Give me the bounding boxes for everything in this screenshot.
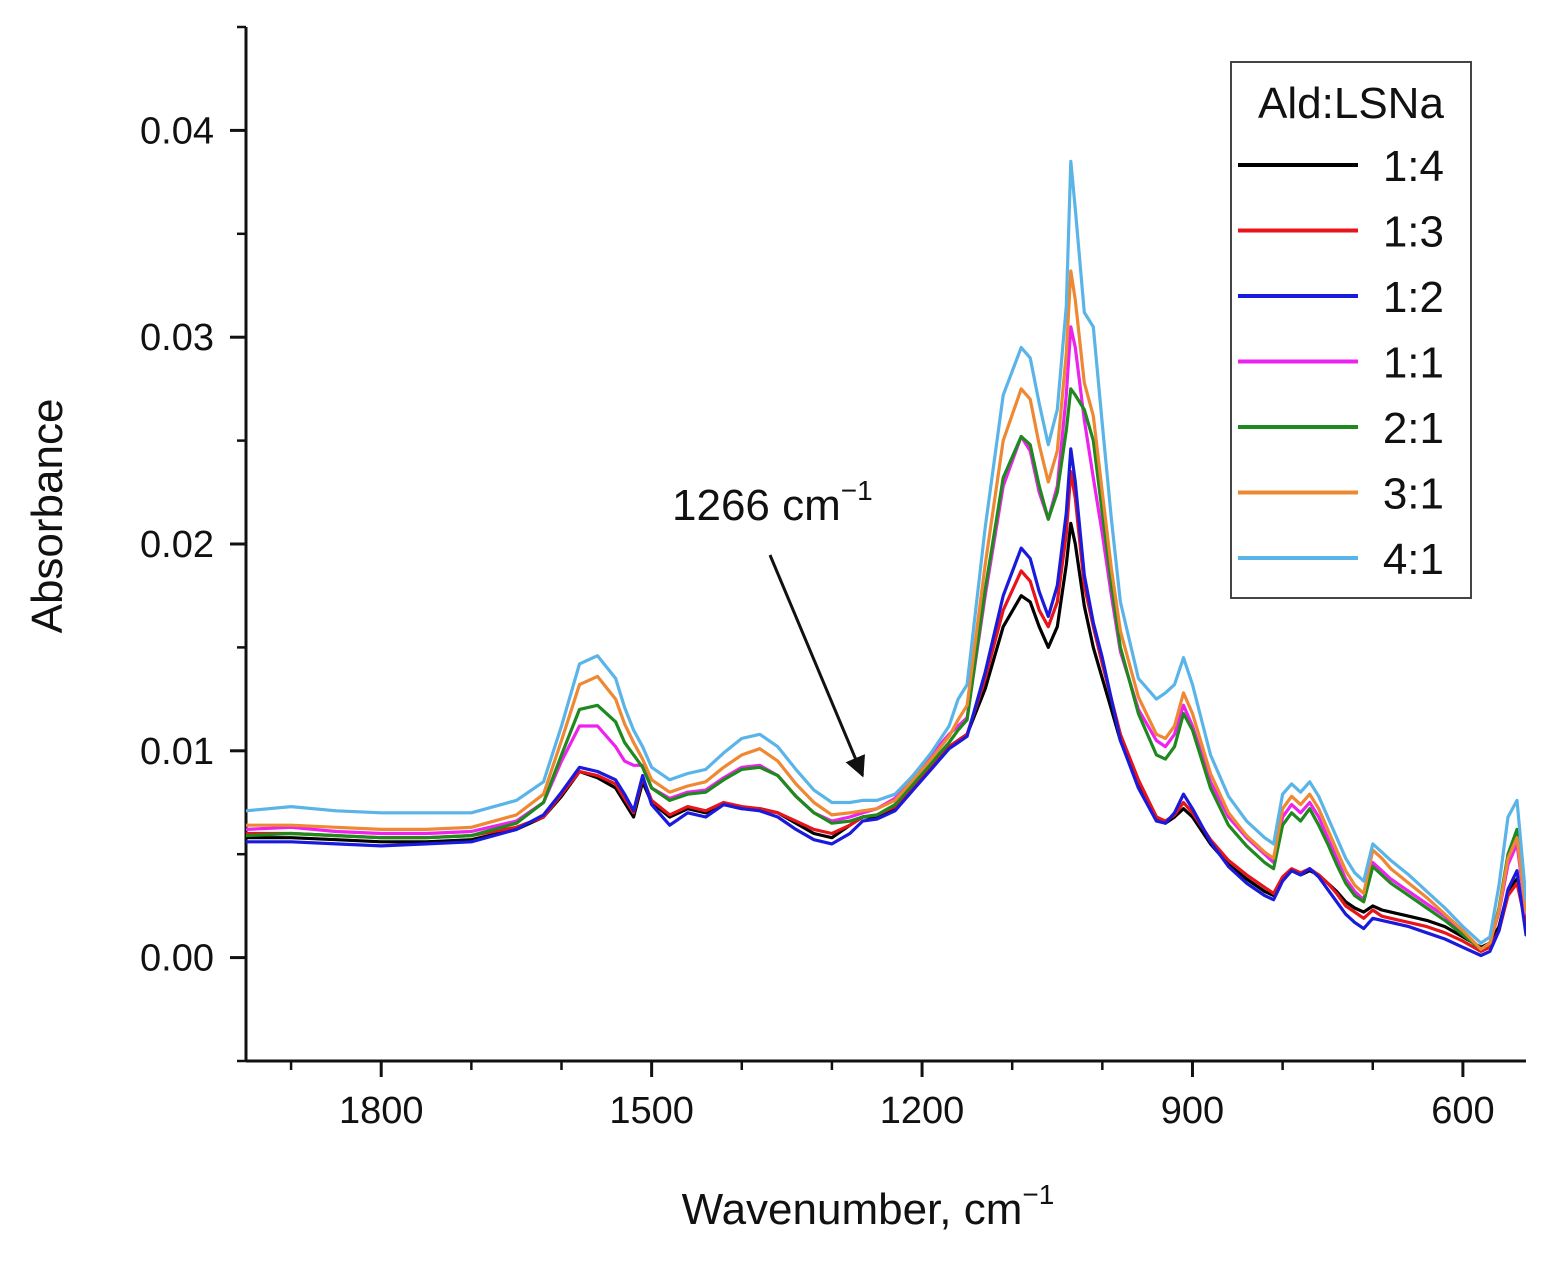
x-tick-label: 1800 <box>339 1090 424 1132</box>
legend-title: Ald:LSNa <box>1258 79 1444 128</box>
annotation-text: 1266 cm <box>672 481 841 530</box>
x-tick-label: 1500 <box>609 1090 694 1132</box>
series-layer <box>246 159 1526 958</box>
legend-label-4-1: 4:1 <box>1383 535 1444 584</box>
x-axis-title-text: Wavenumber, cm <box>682 1185 1023 1234</box>
legend-label-3-1: 3:1 <box>1383 470 1444 519</box>
series-line-3-1 <box>246 269 1526 951</box>
legend-label-1-3: 1:3 <box>1383 208 1444 257</box>
annotation-label: 1266 cm−1 <box>672 475 873 530</box>
annotation-arrow <box>768 554 865 778</box>
y-axis-title: Absorbance <box>23 399 72 634</box>
x-tick-label: 900 <box>1161 1090 1224 1132</box>
legend: Ald:LSNa 1:4 1:3 1:2 1:1 2:1 3:1 4:1 <box>1230 61 1472 599</box>
legend-label-1-2: 1:2 <box>1383 273 1444 322</box>
y-tick-label: 0.04 <box>140 110 214 152</box>
x-tick-label: 1200 <box>880 1090 965 1132</box>
legend-items: 1:4 1:3 1:2 1:1 2:1 3:1 4:1 <box>1238 142 1444 584</box>
annotation: 1266 cm−1 <box>672 475 873 778</box>
y-tick-label: 0.01 <box>140 731 214 773</box>
legend-label-1-4: 1:4 <box>1383 142 1444 191</box>
y-tick-label: 0.02 <box>140 524 214 566</box>
x-tick-label: 600 <box>1431 1090 1494 1132</box>
x-axis-title: Wavenumber, cm−1 <box>682 1179 1055 1234</box>
series-line-1-2 <box>246 447 1526 958</box>
y-tick-label: 0.00 <box>140 938 214 980</box>
ticks-layer: 1800 1500 1200 900 600 0.00 0.01 0.02 0.03 0.04 <box>140 25 1495 1132</box>
annotation-sup: −1 <box>841 475 873 506</box>
legend-box <box>1230 61 1472 599</box>
legend-label-2-1: 2:1 <box>1383 404 1444 453</box>
legend-label-1-1: 1:1 <box>1383 339 1444 388</box>
series-line-2-1 <box>246 387 1526 951</box>
x-axis-title-sup: −1 <box>1022 1179 1054 1210</box>
series-line-4-1 <box>246 159 1526 945</box>
y-tick-label: 0.03 <box>140 317 214 359</box>
